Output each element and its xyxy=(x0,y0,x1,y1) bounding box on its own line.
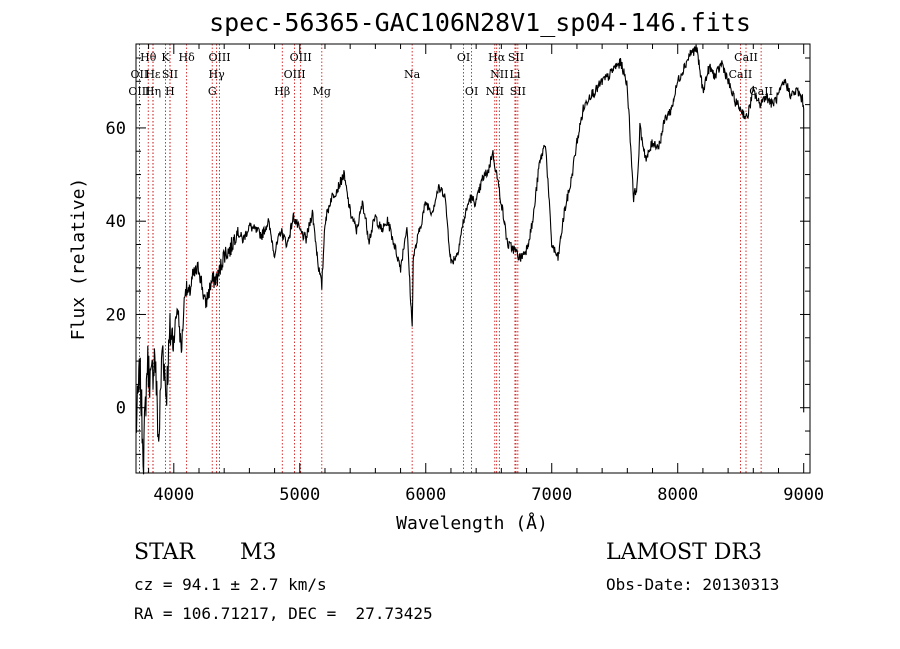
line-label: OIII xyxy=(208,51,230,64)
line-label: Hγ xyxy=(209,68,226,81)
line-label: SII xyxy=(162,68,178,81)
line-label: G xyxy=(208,85,217,98)
line-label: OI xyxy=(465,85,478,98)
line-label: OI xyxy=(457,51,470,64)
line-label: Li xyxy=(510,68,521,81)
x-tick-label: 8000 xyxy=(657,485,698,505)
line-label: H xyxy=(165,85,175,98)
x-tick-label: 6000 xyxy=(405,485,446,505)
object-subclass: M3 xyxy=(240,540,277,565)
y-tick-label: 20 xyxy=(106,305,126,325)
line-label: Mg xyxy=(313,85,331,98)
object-class: STAR xyxy=(134,540,195,565)
line-label: OIII xyxy=(128,85,150,98)
line-label: Hδ xyxy=(179,51,196,64)
line-label: Hε xyxy=(145,68,161,81)
y-tick-label: 0 xyxy=(116,399,126,419)
spectrum-line xyxy=(135,44,805,475)
y-axis-label: Flux (relative) xyxy=(68,178,89,341)
line-label: OIII xyxy=(284,68,306,81)
x-axis-label: Wavelength (Å) xyxy=(396,512,548,534)
line-label: NII xyxy=(486,85,504,98)
line-label: CaII xyxy=(734,51,758,64)
x-tick-label: 9000 xyxy=(783,485,824,505)
obs-date: Obs-Date: 20130313 xyxy=(606,575,780,594)
line-labels: Hθ OII OIII Hε Hη K SII H Hδ OIII Hγ G Hβ OIII OIII Mg N… xyxy=(128,51,773,98)
line-label: Hβ xyxy=(274,85,290,98)
y-tick-label: 40 xyxy=(106,212,126,232)
line-label: OIII xyxy=(290,51,312,64)
line-label: NII xyxy=(490,68,508,81)
axis-ticks: 4000 5000 6000 7000 8000 9000 0 20 40 60 xyxy=(106,44,824,505)
survey-name: LAMOST DR3 xyxy=(606,540,762,565)
line-label: CaII xyxy=(749,85,773,98)
coordinates: RA = 106.71217, DEC = 27.73425 xyxy=(134,604,433,623)
chart-title: spec-56365-GAC106N28V1_sp04-146.fits xyxy=(209,8,751,37)
plot-frame xyxy=(135,43,811,474)
x-tick-label: 4000 xyxy=(153,485,194,505)
line-markers xyxy=(139,44,762,473)
line-label: SII xyxy=(510,85,526,98)
line-label: K xyxy=(161,51,170,64)
line-label: CaII xyxy=(729,68,753,81)
redshift-readout: cz = 94.1 ± 2.7 km/s xyxy=(134,575,327,594)
line-label: OII xyxy=(131,68,149,81)
line-label: Hα xyxy=(488,51,506,64)
line-label: Hη xyxy=(145,85,161,98)
x-tick-label: 5000 xyxy=(279,485,320,505)
line-label: Na xyxy=(404,68,421,81)
y-tick-label: 60 xyxy=(106,119,126,139)
line-label: SII xyxy=(508,51,524,64)
line-label: Hθ xyxy=(140,51,157,64)
x-tick-label: 7000 xyxy=(531,485,572,505)
